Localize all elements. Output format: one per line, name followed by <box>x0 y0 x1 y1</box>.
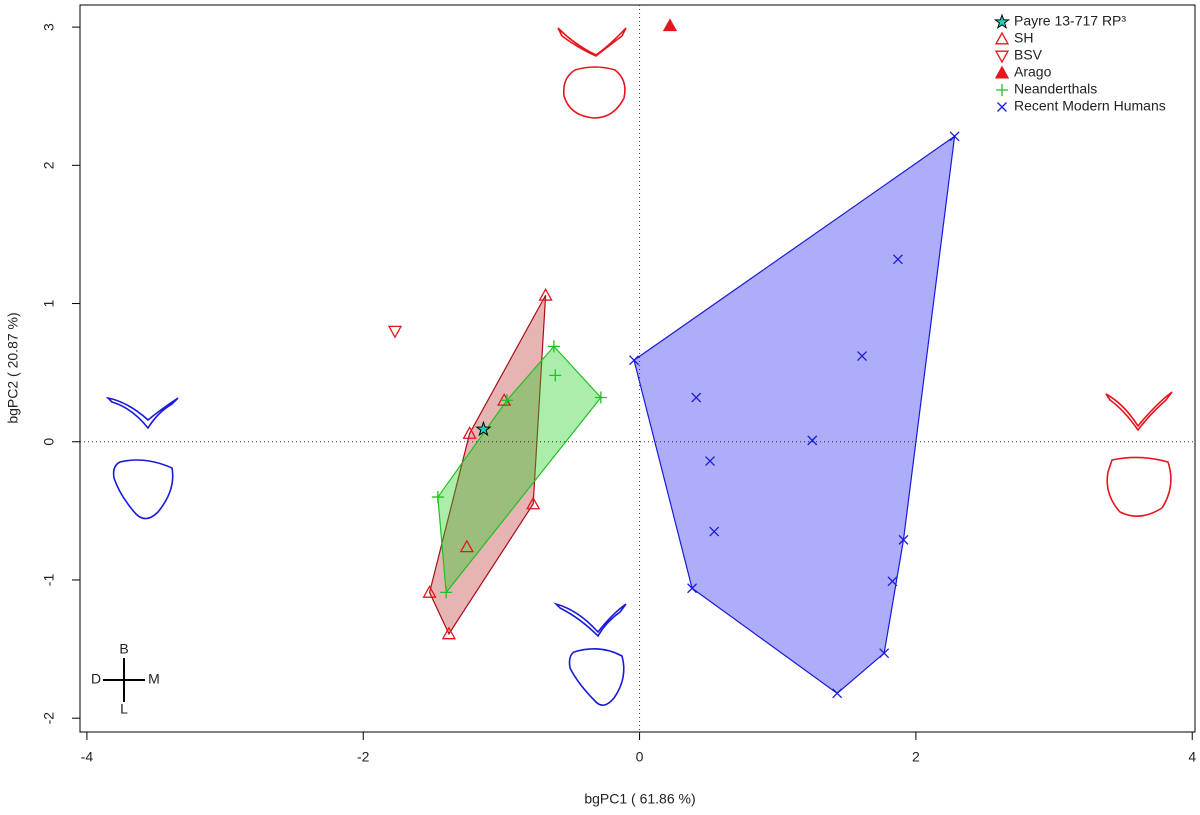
legend-label: Neanderthals <box>1014 81 1097 97</box>
legend-label: Recent Modern Humans <box>1014 98 1166 114</box>
x-tick-label: 2 <box>912 749 920 765</box>
marker <box>387 325 403 339</box>
marker <box>709 526 720 537</box>
outline <box>1105 391 1173 432</box>
marker <box>892 254 903 265</box>
x-axis-label: bgPC1 ( 61.86 %) <box>584 791 695 807</box>
hull <box>633 135 956 695</box>
marker <box>422 585 437 598</box>
y-tick-label: 1 <box>41 299 57 307</box>
y-axis-label: bgPC2 ( 20.87 %) <box>5 312 21 423</box>
hull <box>437 345 602 594</box>
marker <box>879 648 890 659</box>
legend-marker <box>994 31 1010 45</box>
compass-label: B <box>119 641 128 657</box>
compass-label: D <box>91 671 101 687</box>
outline <box>568 648 625 706</box>
marker <box>440 586 453 599</box>
hull-layer <box>428 135 956 695</box>
marker <box>949 131 960 142</box>
legend: Payre 13-717 RP³SHBSVAragoNeanderthalsRe… <box>993 13 1166 114</box>
marker <box>898 534 909 545</box>
outline <box>112 459 174 520</box>
marker <box>549 369 562 382</box>
marker <box>475 420 492 437</box>
legend-label: SH <box>1014 30 1033 46</box>
marker <box>887 576 898 587</box>
compass-label: L <box>120 701 128 717</box>
marker <box>687 583 698 594</box>
marker <box>431 491 444 504</box>
x-tick-label: -2 <box>357 749 370 765</box>
y-tick-label: 3 <box>41 23 57 31</box>
legend-marker <box>994 50 1010 64</box>
hull <box>428 294 547 636</box>
outline <box>1106 456 1172 517</box>
x-tick-label: 4 <box>1188 749 1196 765</box>
compass: B D M L <box>91 641 160 717</box>
x-tick-label: 0 <box>636 749 644 765</box>
marker <box>462 426 477 439</box>
marker <box>538 287 553 301</box>
y-tick-label: -2 <box>41 712 57 725</box>
legend-marker <box>996 84 1008 96</box>
marker <box>526 496 541 510</box>
legend-marker <box>994 65 1010 79</box>
legend-label: Payre 13-717 RP³ <box>1014 13 1126 29</box>
y-tick-label: 0 <box>41 438 57 446</box>
marker <box>857 351 867 362</box>
compass-label: M <box>148 671 160 687</box>
x-tick-label: -4 <box>81 749 94 765</box>
outline <box>553 602 627 638</box>
marker <box>459 539 474 553</box>
y-tick-label: 2 <box>41 161 57 169</box>
marker <box>832 688 843 699</box>
marker <box>807 435 818 446</box>
marker <box>547 340 560 353</box>
marker <box>691 392 702 403</box>
tooth-outlines <box>105 27 1173 706</box>
legend-marker <box>997 102 1007 112</box>
y-tick-label: -1 <box>41 574 57 587</box>
marker <box>629 355 640 366</box>
outline <box>562 66 626 119</box>
legend-label: Arago <box>1014 64 1052 80</box>
outline <box>557 27 627 57</box>
marker <box>500 394 513 407</box>
outline <box>105 396 179 430</box>
legend-label: BSV <box>1014 47 1043 63</box>
marker <box>705 456 715 467</box>
marker <box>662 18 678 32</box>
marker <box>594 391 607 404</box>
marker <box>441 626 457 640</box>
legend-marker <box>993 13 1011 29</box>
plot-frame <box>79 4 1196 733</box>
